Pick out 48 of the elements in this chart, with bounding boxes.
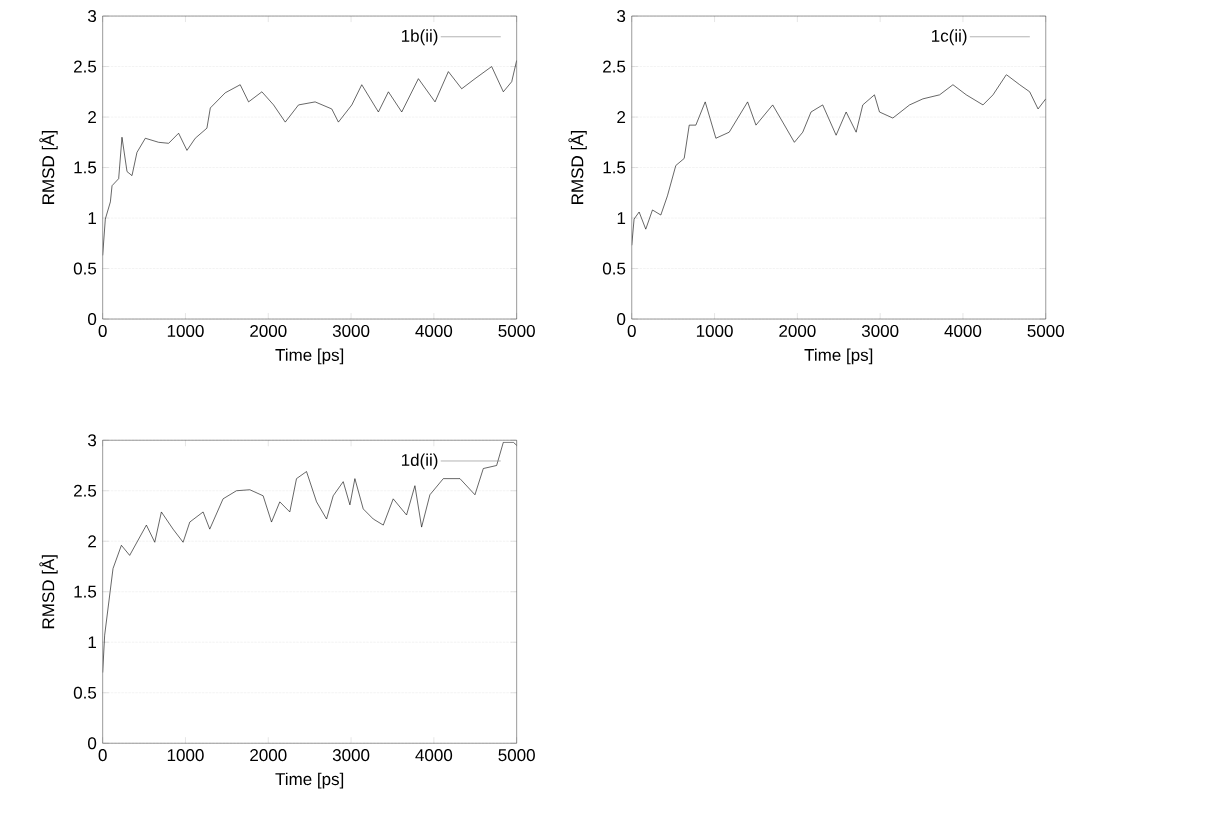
y-tick-label: 2.5 — [74, 484, 97, 497]
x-tick-label: 1000 — [167, 749, 204, 762]
x-tick-label: 1000 — [696, 324, 733, 337]
x-tick-label: 4000 — [944, 324, 982, 337]
x-axis-title: Time [ps] — [275, 348, 344, 365]
x-tick-label: 1000 — [167, 324, 204, 337]
y-tick-label: 1.5 — [74, 585, 97, 598]
x-tick-label: 3000 — [861, 324, 899, 337]
x-tick-label: 3000 — [332, 749, 370, 762]
y-tick-label: 0.5 — [602, 262, 626, 275]
y-axis-title: RMSD [Å] — [39, 555, 58, 629]
y-axis-title: RMSD [Å] — [39, 131, 58, 204]
x-tick-label: 2000 — [250, 749, 287, 762]
x-tick-label: 0 — [98, 324, 107, 337]
y-tick-label: 1 — [617, 212, 626, 224]
y-tick-label: 0 — [617, 313, 626, 326]
y-tick-label: 3 — [617, 10, 626, 23]
text: 1c(ii) — [932, 29, 967, 46]
x-tick-label: 5000 — [498, 324, 535, 337]
y-tick-label: 3 — [88, 434, 97, 447]
y-tick-label: 1 — [88, 212, 96, 224]
y-tick-label: 2 — [617, 111, 626, 123]
x-axis-title: Time [ps] — [275, 772, 344, 789]
x-tick-label: 0 — [98, 749, 107, 762]
y-tick-label: 0.5 — [73, 686, 97, 699]
series-label: 1d(ii) — [401, 453, 438, 470]
y-tick-label: 3 — [88, 10, 97, 23]
y-tick-label: 1.5 — [74, 161, 97, 174]
y-axis-title: RMSD [Å] — [568, 131, 587, 204]
x-tick-label: 2000 — [250, 324, 287, 337]
x-tick-label: 2000 — [779, 324, 816, 337]
y-tick-label: 2.5 — [74, 60, 97, 73]
x-tick-label: 0 — [627, 324, 636, 337]
y-tick-label: 2.5 — [603, 60, 626, 73]
y-tick-label: 0 — [88, 737, 97, 750]
y-tick-label: 2 — [88, 535, 96, 548]
x-tick-label: 3000 — [332, 324, 370, 337]
y-tick-label: 0 — [88, 313, 97, 326]
x-tick-label: 4000 — [415, 749, 453, 762]
y-tick-label: 1.5 — [603, 161, 626, 174]
series-label: 1b(ii) — [401, 29, 438, 46]
y-tick-label: 0.5 — [73, 262, 97, 275]
x-tick-label: 5000 — [498, 749, 535, 762]
x-axis-title: Time [ps] — [804, 348, 873, 365]
y-tick-label: 2 — [88, 111, 96, 123]
x-tick-label: 5000 — [1027, 324, 1064, 337]
x-tick-label: 4000 — [415, 324, 453, 337]
y-tick-label: 1 — [88, 636, 96, 649]
